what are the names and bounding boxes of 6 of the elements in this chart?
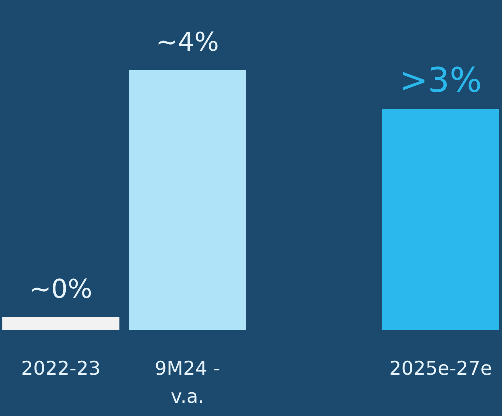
x-tick-label: 2025e-27e bbox=[390, 358, 492, 380]
data-label: ~4% bbox=[156, 28, 220, 58]
x-tick-label: 2022-23 bbox=[21, 358, 101, 380]
data-label: >3% bbox=[400, 61, 482, 101]
x-tick-label: 9M24 - v.a. bbox=[154, 358, 220, 408]
data-label: ~0% bbox=[30, 275, 93, 305]
